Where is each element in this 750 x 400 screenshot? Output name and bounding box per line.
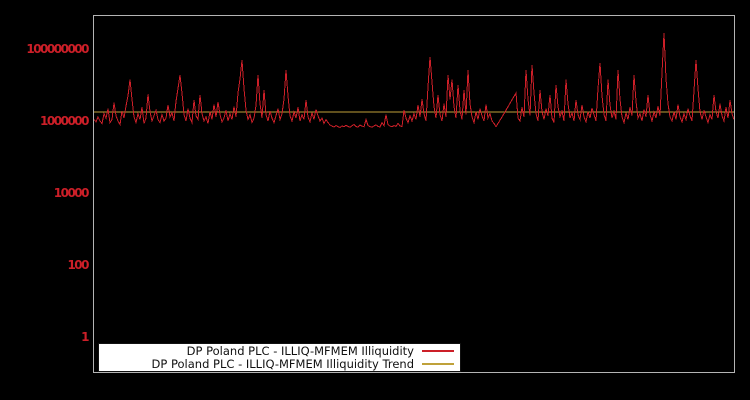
legend-line-sample-trend (422, 363, 454, 365)
legend: DP Poland PLC - ILLIQ-MFMEM Illiquidity … (98, 343, 461, 372)
legend-item: DP Poland PLC - ILLIQ-MFMEM Illiquidity … (99, 356, 460, 371)
y-axis-tick-label: 10000 (53, 186, 90, 200)
legend-label-trend: DP Poland PLC - ILLIQ-MFMEM Illiquidity … (151, 356, 414, 371)
legend-line-sample-illiquidity (422, 350, 454, 352)
chart-svg (94, 32, 734, 129)
illiquidity-series-line (94, 32, 734, 129)
y-axis-tick-label: 100000000 (26, 42, 89, 56)
plot-area (93, 15, 735, 373)
y-axis-tick-label: 1 (81, 330, 89, 344)
legend-label-illiquidity: DP Poland PLC - ILLIQ-MFMEM Illiquidity (186, 343, 414, 358)
y-axis-tick-label: 100 (67, 258, 89, 272)
y-axis-tick-label: 1000000 (40, 114, 89, 128)
legend-item: DP Poland PLC - ILLIQ-MFMEM Illiquidity (99, 343, 460, 358)
